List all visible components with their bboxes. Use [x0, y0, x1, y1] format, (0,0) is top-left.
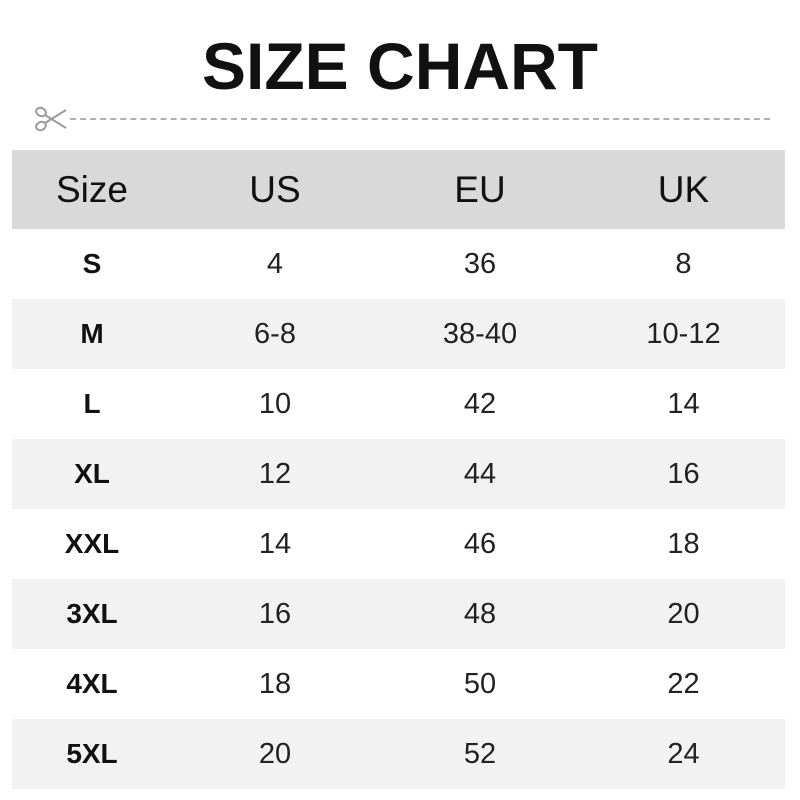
table-row: 5XL 20 52 24: [12, 719, 785, 789]
cell-size: XL: [12, 439, 172, 509]
cell-us: 14: [258, 527, 292, 560]
cell-uk: 18: [667, 527, 700, 560]
cell-us: 4: [266, 247, 284, 280]
header-row: Size US EU UK: [12, 150, 785, 229]
cell-size: 4XL: [66, 668, 118, 699]
cell-us: 12: [172, 439, 378, 509]
table-row: XXL 14 46 18: [12, 509, 785, 579]
cell-size: L: [83, 388, 101, 419]
cell-size: S: [82, 248, 102, 279]
cell-uk: 10-12: [582, 299, 785, 369]
cell-eu: 48: [378, 579, 582, 649]
size-table: Size US EU UK S 4 36 8 M 6-8 38-40 10-12 L 10 42 14…: [12, 150, 785, 789]
cell-us: 18: [258, 667, 292, 700]
cell-eu: 38-40: [378, 299, 582, 369]
scissors-icon: [35, 106, 67, 132]
cell-size: XXL: [64, 528, 120, 559]
cell-eu: 52: [378, 719, 582, 789]
table-row: M 6-8 38-40 10-12: [12, 299, 785, 369]
cell-us: 16: [172, 579, 378, 649]
cell-size: 5XL: [12, 719, 172, 789]
cell-uk: 20: [582, 579, 785, 649]
cell-uk: 24: [582, 719, 785, 789]
cell-size: 3XL: [12, 579, 172, 649]
cell-eu: 44: [378, 439, 582, 509]
cell-eu: 50: [463, 667, 497, 700]
cell-uk: 8: [675, 247, 692, 280]
page-title: SIZE CHART: [202, 29, 598, 103]
cell-size: M: [12, 299, 172, 369]
cell-us: 6-8: [172, 299, 378, 369]
cut-line: [34, 106, 770, 132]
cell-eu: 46: [463, 527, 497, 560]
table-row: S 4 36 8: [12, 229, 785, 299]
table-row: 3XL 16 48 20: [12, 579, 785, 649]
cell-uk: 22: [667, 667, 700, 700]
cell-eu: 36: [463, 247, 497, 280]
header-size: Size: [12, 150, 172, 229]
cell-uk: 16: [582, 439, 785, 509]
table-row: L 10 42 14: [12, 369, 785, 439]
table-row: 4XL 18 50 22: [12, 649, 785, 719]
table-row: XL 12 44 16: [12, 439, 785, 509]
cell-us: 20: [172, 719, 378, 789]
cell-eu: 42: [463, 387, 497, 420]
header-us: US: [172, 150, 378, 229]
header-uk: UK: [582, 150, 785, 229]
cell-uk: 14: [667, 387, 700, 420]
header-eu: EU: [378, 150, 582, 229]
cell-us: 10: [258, 387, 292, 420]
dashed-line: [70, 118, 770, 120]
